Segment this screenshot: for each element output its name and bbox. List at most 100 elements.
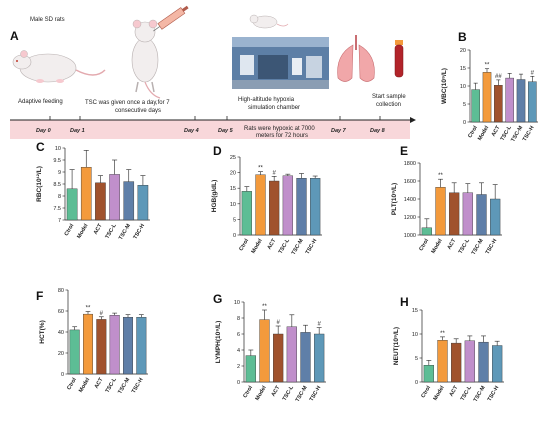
y-tick-label: 15 [460,66,466,72]
panel-letter: B [458,30,467,44]
chamber-label-2: simulation chamber [248,105,300,111]
x-tick-label: Model [433,385,446,402]
y-tick-label: 20 [230,171,236,177]
x-tick-label: Model [76,223,89,240]
y-tick-label: 5 [415,356,418,362]
day-label: Day 0 [36,128,51,134]
x-tick-label: ACT [271,384,282,397]
panel-letter: E [400,144,408,158]
panel-a-letter: A [10,29,19,43]
bar [314,333,325,383]
x-tick-label: ACT [267,237,278,250]
x-tick-label: Ctrol [467,125,479,140]
day-label: Day 7 [331,128,347,134]
y-tick-label: 15 [230,186,236,192]
hypoxia-label-2: meters for 72 hours [256,133,308,139]
blood-tube-icon [394,40,404,78]
bar [245,355,256,383]
y-tick-label: 5 [233,217,236,223]
y-tick-label: 15 [412,308,418,314]
y-tick-label: 8.5 [53,182,61,188]
x-tick-label: TSC-L [460,384,474,402]
significance-marker: ** [262,304,267,310]
bar [282,175,293,236]
bar [421,227,432,236]
bar-charts: B05101520WBC(10⁹/L)Ctrol**Model##ACTTSC-… [36,30,538,403]
sample-label-1: Start sample [372,94,406,100]
x-tick-label: TSC-L [105,222,119,240]
y-tick-label: 10 [55,146,61,152]
y-axis-label: LYMPH(10⁹/L) [215,321,222,364]
x-tick-label: Model [431,238,444,255]
y-tick-label: 2 [237,364,240,370]
x-tick-label: ACT [93,222,104,235]
chamber-label-1: High-altitude hypoxia [238,97,295,103]
chart-e: E 1000 1200 1400 1600 1800 PLT(10⁹/L) Ctrol ** Mo… [391,144,502,256]
small-rat-illustration [249,14,289,29]
chamber-photo [232,37,329,89]
y-tick-label: 8 [58,194,61,200]
bar [95,182,106,221]
bar [471,89,480,123]
bar [109,315,120,375]
y-tick-label: 10 [230,202,236,208]
panel-letter: C [36,140,45,154]
bar [296,178,307,236]
bar [464,340,475,383]
y-tick-label: 6 [237,332,240,338]
x-tick-label: TSC-M [295,385,309,403]
bar [492,345,503,383]
bar [462,192,473,236]
y-tick-label: 0 [61,372,64,378]
y-tick-label: 10 [234,300,240,306]
bar [300,332,311,383]
significance-marker: # [276,320,280,326]
bar [66,188,78,221]
bar [123,181,135,221]
bar [310,178,321,236]
bar [286,326,297,383]
bar [109,174,120,221]
lungs-illustration [337,35,375,82]
y-tick-label: 0 [463,120,466,126]
bar [241,191,252,236]
y-tick-label: 0 [233,233,236,239]
bar [122,317,133,375]
timeline: Day 0 Day 1 Day 4 Day 5 Day 7 Day 8 Rats… [10,116,416,139]
x-tick-label: Ctrol [238,238,250,253]
day-label: Day 8 [370,128,386,134]
x-tick-label: TSC-H [305,238,319,256]
y-tick-label: 9 [58,170,61,176]
y-tick-label: 5 [463,102,466,108]
bar [490,198,501,236]
x-tick-label: Ctrol [418,238,430,253]
significance-marker: # [531,70,535,76]
bar [482,72,492,123]
x-tick-label: Model [251,238,264,255]
y-axis-label: NEUT(10⁹/L) [393,327,400,365]
bar [96,319,107,375]
bar [423,365,434,383]
sample-label-2: collection [376,102,401,108]
y-axis-label: HGB(g/dL) [211,180,218,213]
hypoxia-label-1: Rats were hypoxic at 7000 [244,126,315,132]
bar [273,333,284,383]
bar [437,340,448,383]
y-tick-label: 80 [58,288,64,294]
x-tick-label: Ctrol [420,385,432,400]
bar [478,341,489,383]
animal-label: Male SD rats [30,17,65,23]
x-tick-label: TSC-M [473,385,487,403]
bar [516,79,526,123]
y-tick-label: 1200 [404,215,416,221]
treatment-label-2: consecutive days [115,108,161,114]
y-tick-label: 1600 [404,179,416,185]
y-tick-label: 4 [237,348,240,354]
x-tick-label: TSC-H [131,377,145,395]
